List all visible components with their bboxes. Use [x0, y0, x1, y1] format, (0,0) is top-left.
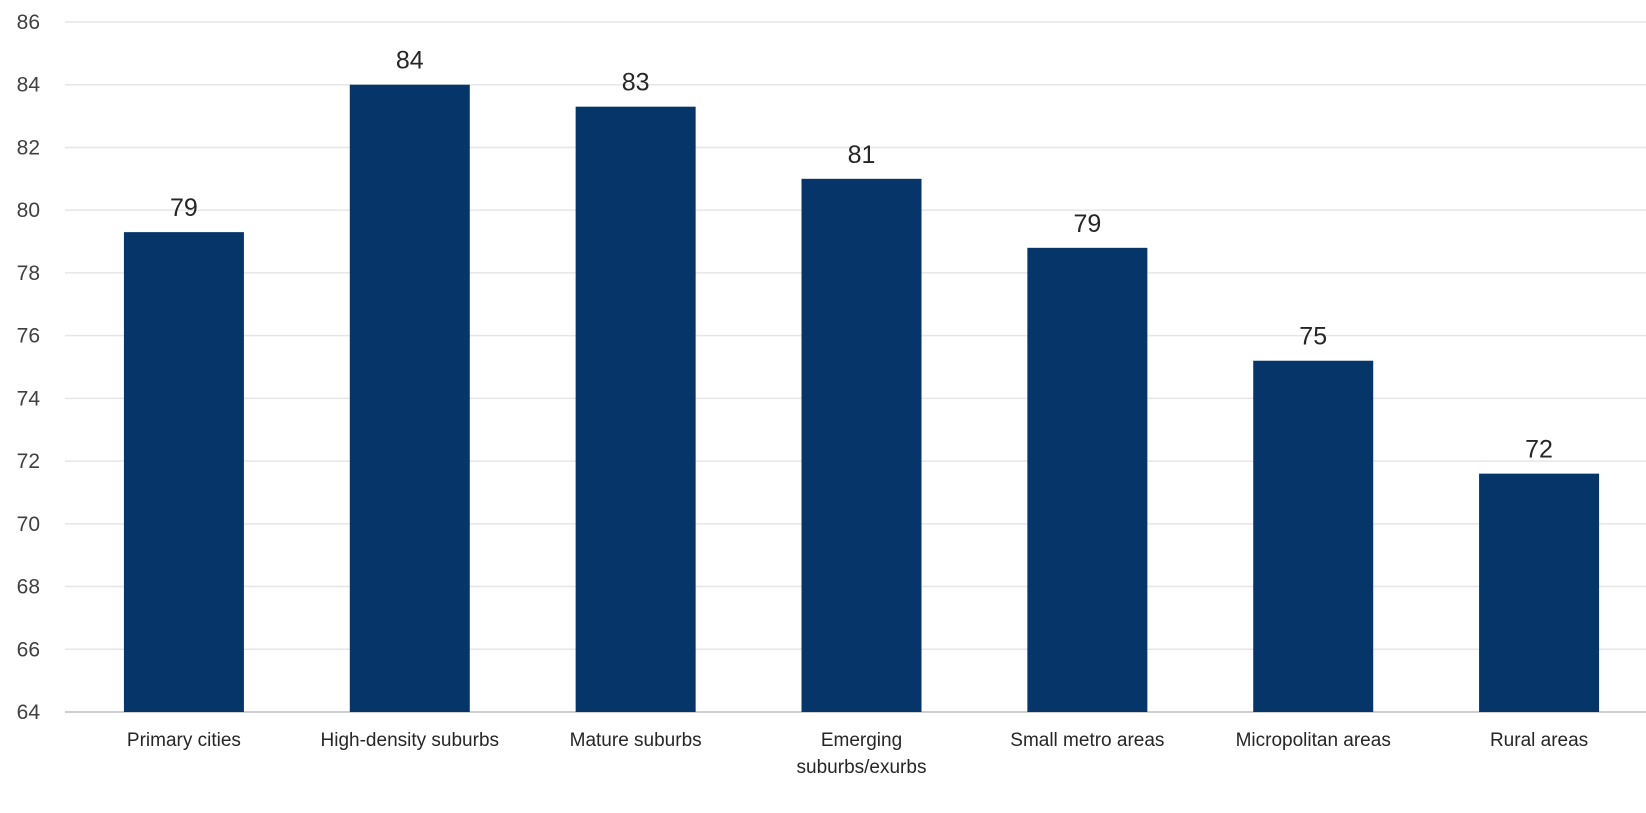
data-label: 75 [1299, 323, 1327, 351]
data-label: 81 [848, 141, 876, 169]
bar [1253, 360, 1374, 712]
x-axis: Primary cities High-density suburbs Mature… [127, 730, 1588, 778]
data-label: 84 [396, 47, 424, 75]
y-tick-label: 64 [17, 701, 41, 724]
y-tick-label: 86 [17, 11, 40, 34]
bar [123, 232, 244, 713]
x-tick-label: Rural areas [1490, 730, 1588, 751]
bar [1027, 247, 1148, 712]
x-tick-label: Small metro areas [1010, 730, 1164, 751]
bars [123, 84, 1600, 713]
bar [1479, 473, 1600, 712]
y-tick-label: 84 [17, 74, 41, 97]
data-label: 72 [1525, 436, 1553, 464]
bar [349, 84, 470, 712]
data-label: 79 [170, 194, 198, 222]
x-tick-label: Mature suburbs [570, 730, 702, 751]
data-labels: 79 84 83 81 79 75 72 [170, 47, 1553, 464]
y-tick-label: 74 [17, 387, 41, 410]
x-tick-label: Primary cities [127, 730, 241, 751]
bar [575, 106, 696, 712]
x-tick-label: Micropolitan areas [1236, 730, 1391, 751]
y-tick-label: 80 [17, 199, 40, 222]
y-tick-label: 76 [17, 325, 40, 348]
data-label: 83 [622, 69, 650, 97]
data-label: 79 [1073, 210, 1101, 238]
y-tick-label: 78 [17, 262, 40, 285]
y-tick-label: 66 [17, 638, 40, 661]
y-tick-label: 82 [17, 136, 40, 159]
y-tick-label: 70 [17, 513, 40, 536]
bar [801, 178, 922, 712]
y-tick-label: 68 [17, 576, 40, 599]
y-tick-label: 72 [17, 450, 40, 473]
x-tick-label: High-density suburbs [321, 730, 499, 751]
y-axis: 64 66 68 70 72 74 76 78 80 82 84 86 [17, 11, 41, 724]
x-tick-label: Emerging [821, 730, 902, 751]
x-tick-label: suburbs/exurbs [797, 757, 927, 778]
